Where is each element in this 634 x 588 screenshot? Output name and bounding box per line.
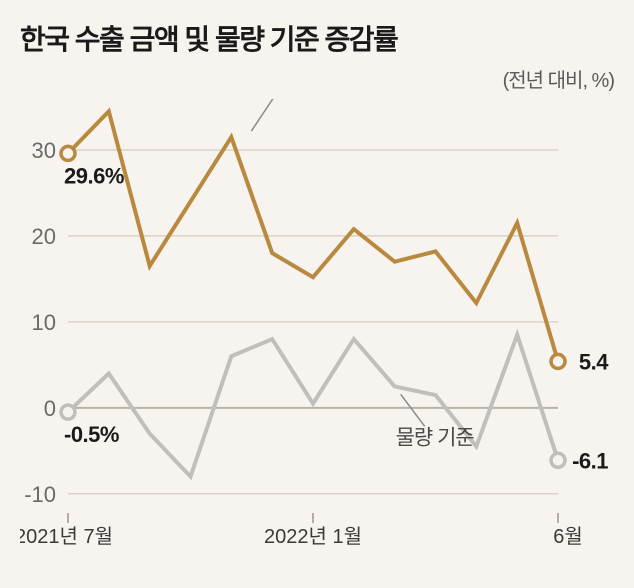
svg-text:20: 20 xyxy=(32,224,56,249)
svg-text:30: 30 xyxy=(32,138,56,163)
svg-text:6월: 6월 xyxy=(553,525,583,548)
svg-text:5.4: 5.4 xyxy=(579,349,609,374)
svg-text:29.6%: 29.6% xyxy=(64,163,124,188)
svg-text:물량 기준: 물량 기준 xyxy=(396,426,475,449)
chart-subtitle: (전년 대비, %) xyxy=(20,64,614,93)
chart-area: -10 0 10 20 30 2021년 7월 2022년 1월 6월 29.6% -0.5% 5.… xyxy=(20,99,614,559)
svg-text:-10: -10 xyxy=(24,482,56,507)
svg-text:2022년 1월: 2022년 1월 xyxy=(264,525,362,548)
chart-title: 한국 수출 금액 및 물량 기준 증감률 xyxy=(20,18,614,58)
svg-text:10: 10 xyxy=(32,310,56,335)
svg-text:-6.1: -6.1 xyxy=(572,448,608,473)
chart-svg: -10 0 10 20 30 2021년 7월 2022년 1월 6월 29.6% -0.5% 5.… xyxy=(20,99,614,559)
svg-text:2021년 7월: 2021년 7월 xyxy=(20,525,113,548)
svg-text:-0.5%: -0.5% xyxy=(64,422,119,447)
svg-text:0: 0 xyxy=(44,396,56,421)
